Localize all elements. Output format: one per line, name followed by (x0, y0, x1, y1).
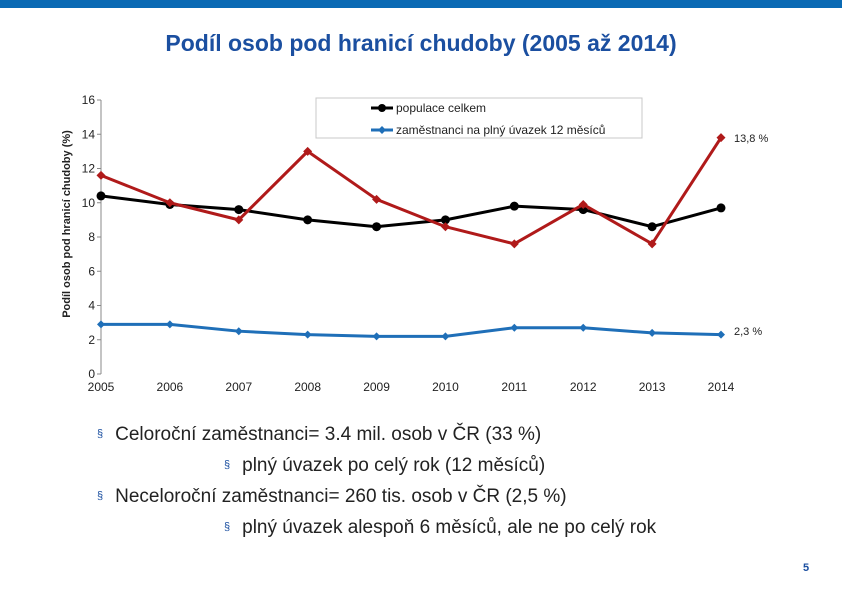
y-tick-label: 8 (88, 230, 95, 244)
x-tick-label: 2012 (570, 380, 597, 394)
data-point (716, 133, 726, 143)
legend-swatch-marker (378, 104, 386, 112)
series-line (100, 194, 722, 229)
series-line (101, 322, 722, 338)
data-point (234, 215, 244, 225)
x-tick-label: 2014 (708, 380, 735, 394)
x-tick-label: 2011 (501, 380, 527, 394)
data-point (578, 199, 588, 209)
data-point (440, 222, 450, 232)
data-point (509, 201, 519, 211)
y-tick-label: 16 (82, 93, 96, 107)
data-point (303, 330, 312, 339)
legend-label: zaměstnanci na plný úvazek 12 měsíců (396, 123, 605, 137)
legend-label: populace celkem (396, 101, 486, 115)
data-point (717, 330, 725, 339)
x-tick-label: 2005 (88, 380, 115, 394)
data-point (647, 239, 657, 249)
y-axis-label: Podíl osob pod hranicí chudoby (%) (61, 130, 73, 318)
x-tick-label: 2007 (225, 380, 252, 394)
x-tick-label: 2009 (363, 380, 390, 394)
data-point (716, 203, 726, 213)
x-tick-label: 2008 (294, 380, 321, 394)
data-point (96, 170, 106, 180)
data-point (510, 323, 519, 332)
page-number: 5 (803, 562, 810, 574)
data-point (372, 332, 381, 341)
annotation-end-blue: 2,3 % (734, 326, 762, 338)
data-point (648, 328, 657, 337)
y-tick-label: 10 (82, 196, 96, 210)
page-title: Podíl osob pod hranicí chudoby (2005 až … (165, 30, 677, 56)
y-tick-label: 4 (88, 299, 95, 313)
data-point (579, 323, 588, 332)
y-tick-label: 2 (88, 333, 95, 347)
y-tick-label: 14 (82, 127, 96, 141)
data-point (372, 194, 382, 204)
legend-box (315, 97, 643, 139)
top-accent-bar (0, 0, 842, 8)
data-point (509, 239, 519, 249)
data-point (165, 320, 174, 329)
data-point (234, 327, 243, 336)
data-point (165, 198, 175, 208)
x-tick-label: 2013 (639, 380, 666, 394)
data-point (440, 215, 450, 225)
data-point (303, 215, 313, 225)
y-tick-label: 0 (88, 367, 95, 381)
data-point (234, 205, 244, 215)
data-point (647, 222, 657, 232)
data-point (303, 146, 313, 156)
data-point (97, 320, 105, 329)
legend-swatch-marker (378, 126, 386, 134)
data-point (372, 222, 382, 232)
data-point (441, 332, 450, 341)
annotation-end-red: 13,8 % (734, 133, 768, 145)
x-tick-label: 2010 (432, 380, 459, 394)
x-tick-label: 2006 (157, 380, 184, 394)
y-tick-label: 12 (82, 162, 96, 176)
chart-legend: populace celkem zaměstnanci na plný úvaze… (315, 97, 643, 139)
chart-series (96, 133, 726, 341)
series-line (100, 136, 723, 246)
y-tick-label: 6 (88, 264, 95, 278)
chart-axes: 0 2 4 6 8 10 12 14 16 2005 2006 2007 2008 2009 2010 201… (82, 93, 735, 394)
data-point (96, 191, 106, 201)
